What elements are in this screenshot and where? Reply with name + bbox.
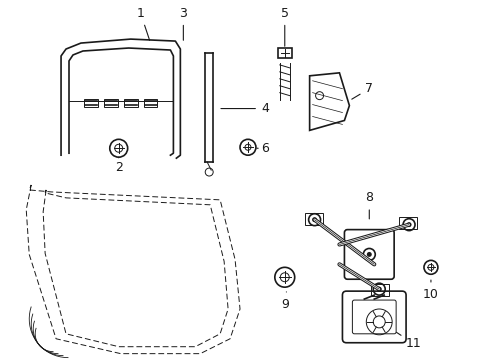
Text: 7: 7 <box>351 82 372 99</box>
Text: 4: 4 <box>221 102 268 115</box>
Text: 10: 10 <box>422 280 438 301</box>
Text: 6: 6 <box>256 142 268 155</box>
Circle shape <box>366 252 371 257</box>
Circle shape <box>376 287 381 292</box>
Text: 11: 11 <box>396 332 421 350</box>
Text: 5: 5 <box>280 7 288 46</box>
Circle shape <box>406 222 411 227</box>
Text: 1: 1 <box>136 7 149 40</box>
Text: 9: 9 <box>280 292 288 311</box>
Circle shape <box>311 217 316 222</box>
Text: 3: 3 <box>179 7 187 40</box>
Text: 2: 2 <box>115 157 122 174</box>
Text: 8: 8 <box>365 192 372 219</box>
